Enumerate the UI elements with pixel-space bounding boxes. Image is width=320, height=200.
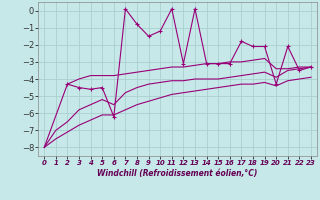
X-axis label: Windchill (Refroidissement éolien,°C): Windchill (Refroidissement éolien,°C) xyxy=(97,169,258,178)
